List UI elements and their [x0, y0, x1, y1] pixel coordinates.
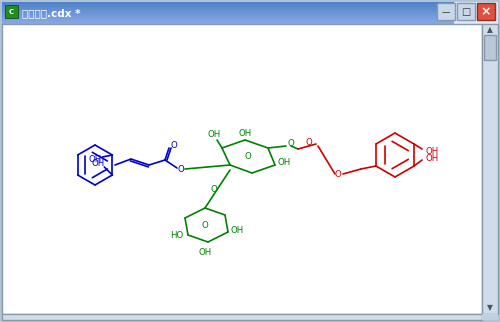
Bar — [437, 3, 455, 20]
Bar — [2, 9, 454, 10]
Text: HO: HO — [170, 231, 183, 240]
Text: OH: OH — [230, 225, 243, 234]
Text: OH: OH — [92, 158, 105, 167]
Text: O: O — [244, 151, 252, 160]
Bar — [457, 3, 475, 20]
Text: O: O — [210, 185, 218, 194]
Text: O: O — [306, 137, 312, 147]
Bar — [2, 15, 454, 16]
Bar — [2, 16, 454, 17]
Text: C: C — [9, 8, 14, 14]
Text: ▼: ▼ — [487, 304, 493, 312]
Bar — [2, 7, 454, 8]
Bar — [5, 5, 18, 18]
Bar — [484, 35, 496, 60]
Bar — [2, 19, 454, 20]
Bar — [2, 6, 454, 7]
Text: O: O — [170, 140, 177, 149]
Bar — [482, 24, 498, 314]
Text: 化学结构.cdx *: 化学结构.cdx * — [22, 8, 80, 18]
Text: OH: OH — [88, 155, 102, 164]
Text: O: O — [178, 165, 184, 174]
Text: O: O — [202, 221, 208, 230]
Text: O: O — [334, 169, 342, 178]
Bar — [2, 20, 454, 21]
Text: OH: OH — [208, 129, 220, 138]
Text: ×: × — [481, 5, 491, 18]
Bar — [2, 2, 454, 3]
Text: O: O — [288, 138, 294, 147]
Text: ▲: ▲ — [487, 25, 493, 34]
Bar — [2, 14, 454, 15]
Bar — [2, 4, 454, 5]
Bar — [477, 3, 495, 20]
Bar — [2, 22, 454, 23]
Bar — [2, 21, 454, 22]
Text: OH: OH — [426, 147, 438, 156]
Bar — [482, 314, 498, 320]
Bar — [2, 5, 454, 6]
Bar — [2, 13, 454, 14]
Bar — [2, 12, 454, 13]
Bar — [2, 8, 454, 9]
Bar — [2, 314, 482, 320]
Text: □: □ — [462, 6, 470, 16]
Text: OH: OH — [278, 157, 290, 166]
Text: —: — — [442, 8, 450, 17]
Bar — [2, 23, 454, 24]
Bar — [2, 3, 454, 4]
Text: OH: OH — [426, 154, 438, 163]
Text: OH: OH — [238, 128, 252, 137]
Bar — [2, 11, 454, 12]
Bar — [2, 18, 454, 19]
Text: OH: OH — [198, 248, 211, 257]
Bar — [2, 10, 454, 11]
Bar — [2, 17, 454, 18]
